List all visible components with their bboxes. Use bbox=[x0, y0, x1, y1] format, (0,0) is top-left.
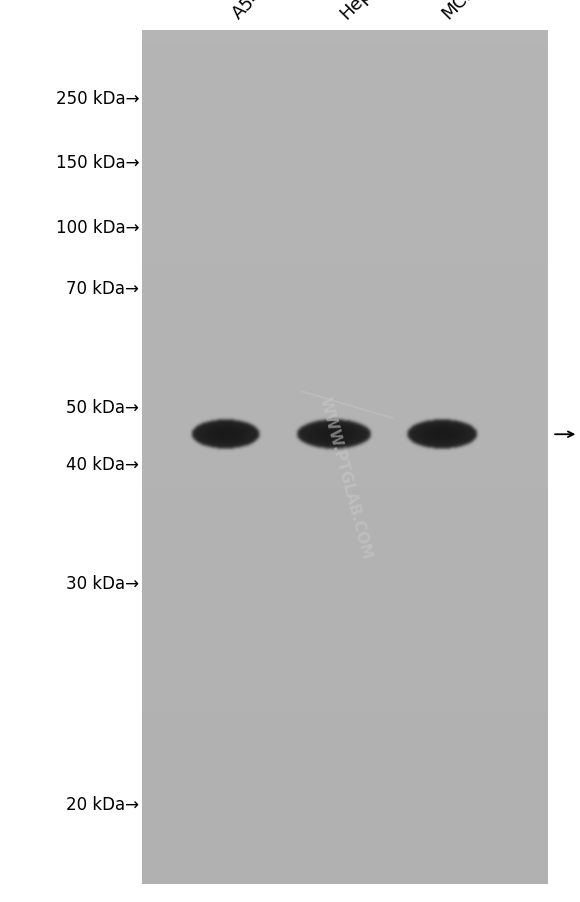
Text: MCF-7: MCF-7 bbox=[438, 0, 491, 23]
Text: 100 kDa→: 100 kDa→ bbox=[56, 218, 139, 236]
Text: 20 kDa→: 20 kDa→ bbox=[66, 796, 139, 814]
Text: 50 kDa→: 50 kDa→ bbox=[66, 399, 139, 417]
Text: HepG2: HepG2 bbox=[336, 0, 393, 23]
Text: 70 kDa→: 70 kDa→ bbox=[66, 280, 139, 298]
Text: 150 kDa→: 150 kDa→ bbox=[56, 153, 139, 171]
Text: 40 kDa→: 40 kDa→ bbox=[66, 456, 139, 474]
Text: 30 kDa→: 30 kDa→ bbox=[66, 575, 139, 593]
Text: WWW.PTGLAB.COM: WWW.PTGLAB.COM bbox=[316, 396, 374, 560]
Text: 250 kDa→: 250 kDa→ bbox=[56, 90, 139, 108]
Text: A549: A549 bbox=[229, 0, 275, 23]
